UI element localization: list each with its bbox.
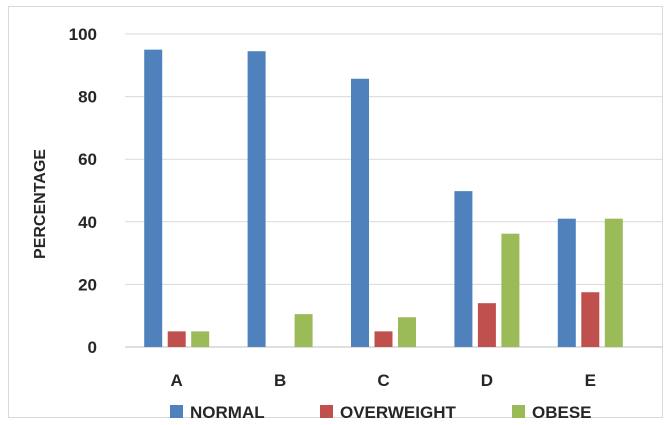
bar-obese-e <box>604 218 623 347</box>
bar-obese-a <box>191 331 210 347</box>
y-axis-label: PERCENTAGE <box>32 149 49 259</box>
bar-normal-a <box>144 49 163 348</box>
x-tick-label: A <box>171 371 183 390</box>
bar-normal-d <box>454 191 473 347</box>
x-axis-ticks: A B C D E <box>171 371 596 390</box>
legend-label-normal: NORMAL <box>190 403 265 422</box>
bar-overweight-a <box>167 331 186 347</box>
legend-label-obese: OBESE <box>532 403 592 422</box>
bar-normal-e <box>557 218 576 347</box>
bar-normal-b <box>247 51 266 348</box>
y-tick-label: 80 <box>78 88 97 107</box>
bar-overweight-c <box>374 331 393 347</box>
x-tick-label: B <box>274 371 286 390</box>
legend-swatch-overweight <box>320 405 333 418</box>
y-tick-label: 20 <box>78 275 97 294</box>
x-tick-label: C <box>377 371 389 390</box>
gridlines <box>125 33 662 285</box>
bar-obese-c <box>398 317 416 347</box>
y-tick-label: 0 <box>88 338 97 357</box>
bar-overweight-d <box>477 303 496 347</box>
legend-swatch-obese <box>512 405 525 418</box>
x-tick-label: E <box>585 371 596 390</box>
y-tick-label: 100 <box>69 25 97 44</box>
bars <box>144 49 623 348</box>
chart-frame <box>8 6 663 418</box>
x-tick-label: D <box>481 371 493 390</box>
y-tick-label: 60 <box>78 150 97 169</box>
legend-swatch-normal <box>170 405 183 418</box>
bar-obese-d <box>501 233 520 347</box>
legend: NORMAL OVERWEIGHT OBESE <box>170 403 592 422</box>
y-axis-ticks: 0 20 40 60 80 100 <box>69 25 97 357</box>
legend-label-overweight: OVERWEIGHT <box>340 403 456 422</box>
y-tick-label: 40 <box>78 213 97 232</box>
bar-normal-c <box>351 78 369 347</box>
bar-obese-b <box>294 314 313 347</box>
bar-overweight-e <box>581 292 600 347</box>
